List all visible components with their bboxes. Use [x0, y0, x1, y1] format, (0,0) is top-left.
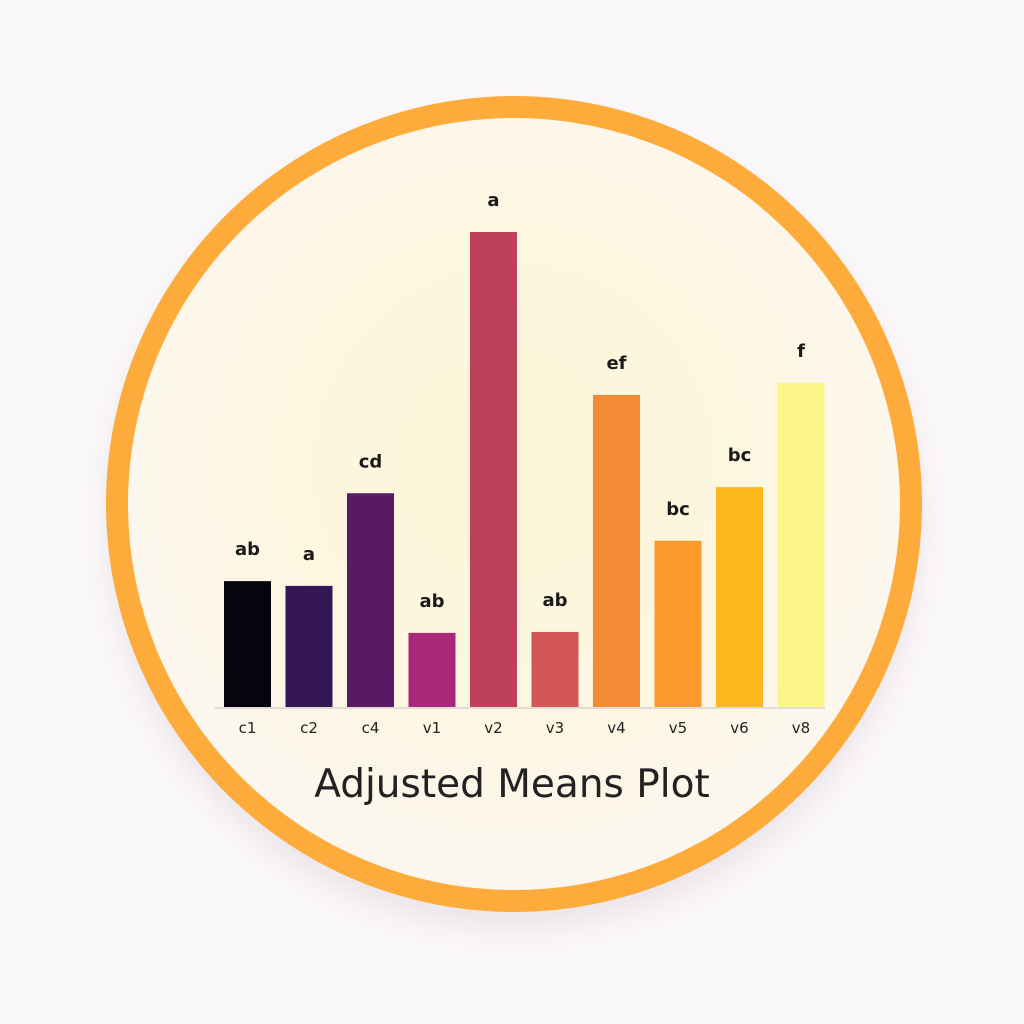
- bar-v3: [531, 631, 579, 707]
- x-tick-label-v2: v2: [484, 719, 502, 737]
- group-letter-v8: f: [797, 341, 805, 362]
- group-letter-v5: bc: [666, 499, 690, 520]
- x-tick-label-c4: c4: [362, 719, 380, 737]
- bar-v8: [777, 383, 825, 707]
- bar-v1: [408, 632, 456, 707]
- bar-v4: [593, 394, 640, 707]
- bar-v2: [470, 232, 517, 707]
- group-letter-c2: a: [303, 544, 315, 565]
- bar-c4: [347, 493, 394, 707]
- x-tick-label-v1: v1: [423, 719, 441, 737]
- chart-title: Adjusted Means Plot: [314, 762, 710, 807]
- x-tick-label-v4: v4: [607, 719, 625, 737]
- bar-c2: [285, 585, 333, 707]
- group-letter-c4: cd: [359, 451, 383, 472]
- group-letter-v3: ab: [542, 590, 567, 611]
- bar-c1: [224, 581, 271, 707]
- x-tick-label-v3: v3: [546, 719, 564, 737]
- bar-v5: [654, 540, 702, 707]
- group-letter-v6: bc: [728, 445, 752, 466]
- x-tick-label-v6: v6: [730, 719, 748, 737]
- group-letter-v4: ef: [606, 353, 626, 374]
- group-letter-c1: ab: [235, 539, 260, 560]
- x-tick-label-c1: c1: [239, 719, 257, 737]
- x-tick-label-v5: v5: [669, 719, 687, 737]
- group-letter-v1: ab: [419, 591, 444, 612]
- bar-v6: [716, 487, 763, 707]
- x-tick-label-c2: c2: [300, 719, 318, 737]
- group-letter-v2: a: [487, 190, 499, 211]
- x-tick-label-v8: v8: [792, 719, 810, 737]
